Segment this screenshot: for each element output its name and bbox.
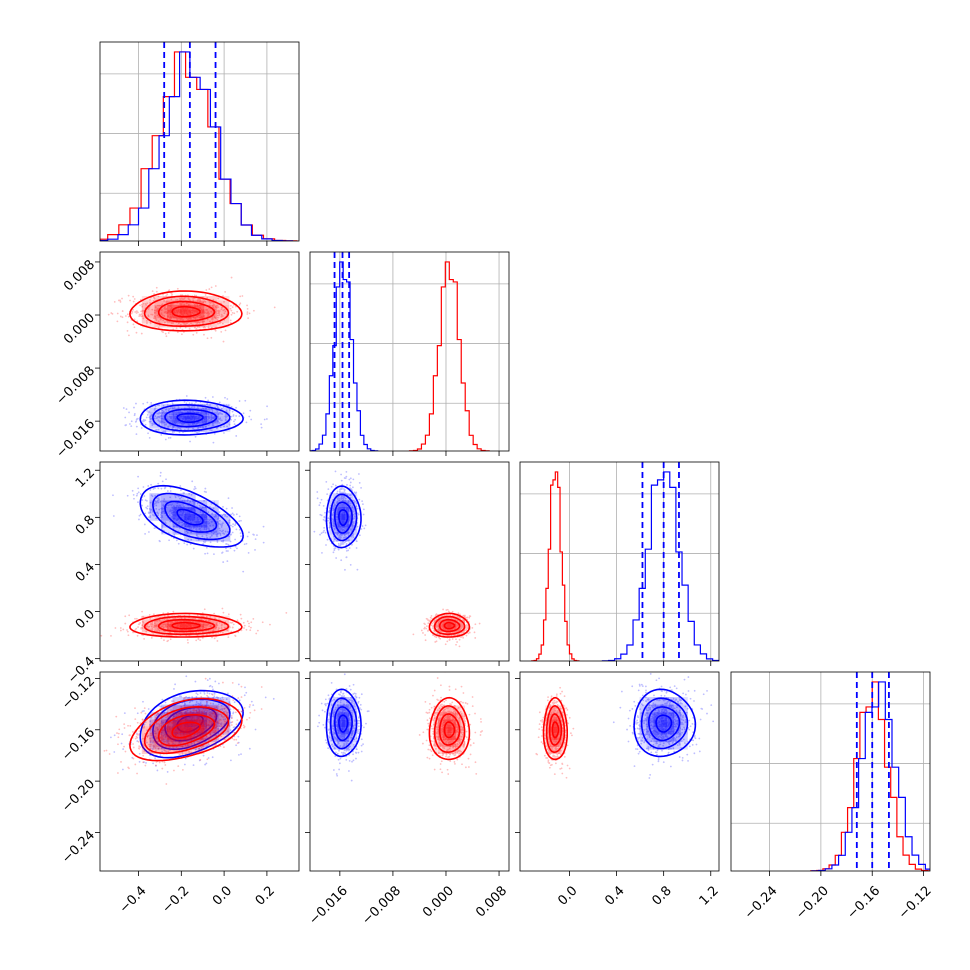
panel-frame — [99, 251, 300, 452]
red-contour — [551, 721, 560, 739]
red-contour — [143, 615, 230, 636]
scatter-panel-0-1 — [95, 251, 300, 456]
x-tick-label: −0.2 — [159, 883, 192, 916]
scatter-panel-2-3 — [515, 671, 720, 876]
blue-contour — [633, 688, 697, 758]
histogram-panel-2 — [519, 461, 720, 666]
panel-frame — [99, 41, 300, 242]
y-tick-label: −0.016 — [53, 417, 98, 462]
blue-density — [149, 493, 231, 542]
x-tick-label: 0.2 — [253, 883, 278, 908]
blue-contour — [338, 714, 349, 733]
red-contour — [129, 697, 243, 762]
blue-contour — [329, 697, 358, 750]
x-tick-label: 0.8 — [650, 883, 675, 908]
blue-contour — [325, 688, 362, 758]
blue-contour — [647, 706, 681, 742]
y-tick-label: 0.008 — [61, 257, 98, 294]
x-tick-label: −0.12 — [896, 883, 935, 922]
y-tick-label: 0.8 — [73, 513, 98, 538]
blue-contour — [176, 412, 204, 424]
blue-histogram — [811, 681, 930, 871]
red-contour — [548, 713, 563, 746]
x-tick-label: 0.0 — [555, 883, 580, 908]
red-contour — [443, 721, 456, 739]
blue-contour — [640, 697, 689, 750]
blue-contour — [329, 493, 358, 542]
blue-contour — [164, 408, 218, 428]
y-tick-label: −0.24 — [59, 828, 98, 867]
panel-frame — [309, 671, 510, 872]
panel-frame — [309, 251, 510, 452]
panel-frame — [99, 671, 300, 872]
red-contour — [433, 705, 466, 754]
scatter-panel-1-3 — [305, 671, 510, 876]
x-tick-label: −0.16 — [845, 883, 884, 922]
red-contour — [438, 618, 461, 633]
red-histogram — [408, 261, 490, 451]
blue-histogram — [310, 261, 379, 451]
red-contour — [545, 705, 566, 754]
red-contour — [129, 290, 243, 332]
scatter-panel-0-3 — [95, 671, 300, 876]
red-histogram — [100, 51, 298, 241]
scatter-panel-0-2 — [95, 461, 300, 666]
red-contour — [171, 721, 201, 739]
x-tick-label: −0.4 — [117, 883, 150, 916]
x-tick-label: 0.008 — [473, 883, 510, 920]
red-contour — [157, 713, 216, 747]
blue-contour — [139, 484, 244, 548]
red-contour — [143, 295, 230, 328]
blue-contour — [152, 492, 231, 541]
panel-frame — [519, 461, 720, 662]
x-tick-label: −0.24 — [742, 883, 781, 922]
blue-contour — [176, 508, 204, 526]
blue-contour — [164, 500, 218, 533]
x-tick-label: 0.4 — [602, 883, 627, 908]
blue-contour — [338, 509, 349, 527]
red-contour — [157, 618, 216, 633]
blue-contour — [139, 689, 244, 759]
blue-contour — [655, 714, 673, 733]
red-contour — [443, 621, 456, 630]
x-tick-label: 1.2 — [697, 883, 722, 908]
y-tick-label: −0.16 — [59, 725, 98, 764]
x-tick-label: 0.0 — [210, 883, 235, 908]
panel-frame — [99, 461, 300, 662]
x-tick-label: −0.016 — [306, 883, 351, 928]
red-contour — [428, 612, 471, 638]
blue-contour — [334, 706, 353, 742]
red-contour — [428, 696, 471, 761]
y-tick-label: 0.000 — [61, 310, 98, 347]
y-tick-label: −0.20 — [59, 777, 98, 816]
red-contour — [171, 305, 201, 318]
red-contour — [433, 615, 466, 636]
red-contour — [542, 696, 568, 761]
scatter-panel-1-2 — [305, 461, 510, 666]
histogram-panel-1 — [309, 251, 510, 456]
x-tick-label: 0.000 — [420, 883, 457, 920]
blue-contour — [325, 485, 362, 549]
red-contour — [157, 300, 216, 323]
x-tick-label: −0.20 — [793, 883, 832, 922]
y-tick-label: 0.4 — [73, 560, 98, 585]
x-tick-label: −0.008 — [359, 883, 404, 928]
red-contour — [171, 621, 201, 630]
red-histogram — [531, 471, 580, 661]
y-tick-label: 1.2 — [73, 466, 98, 491]
y-tick-label: −0.008 — [53, 364, 98, 409]
panel-frame — [309, 461, 510, 662]
panel-frame — [519, 671, 720, 872]
histogram-panel-0 — [99, 41, 300, 246]
red-contour — [129, 612, 243, 638]
red-contour — [438, 713, 461, 746]
y-tick-label: 0.0 — [73, 607, 98, 632]
red-contour — [143, 705, 230, 755]
blue-contour — [152, 403, 231, 432]
blue-contour — [139, 399, 244, 436]
histogram-panel-3 — [730, 671, 931, 876]
blue-contour — [334, 501, 353, 534]
panel-frame — [730, 671, 931, 872]
